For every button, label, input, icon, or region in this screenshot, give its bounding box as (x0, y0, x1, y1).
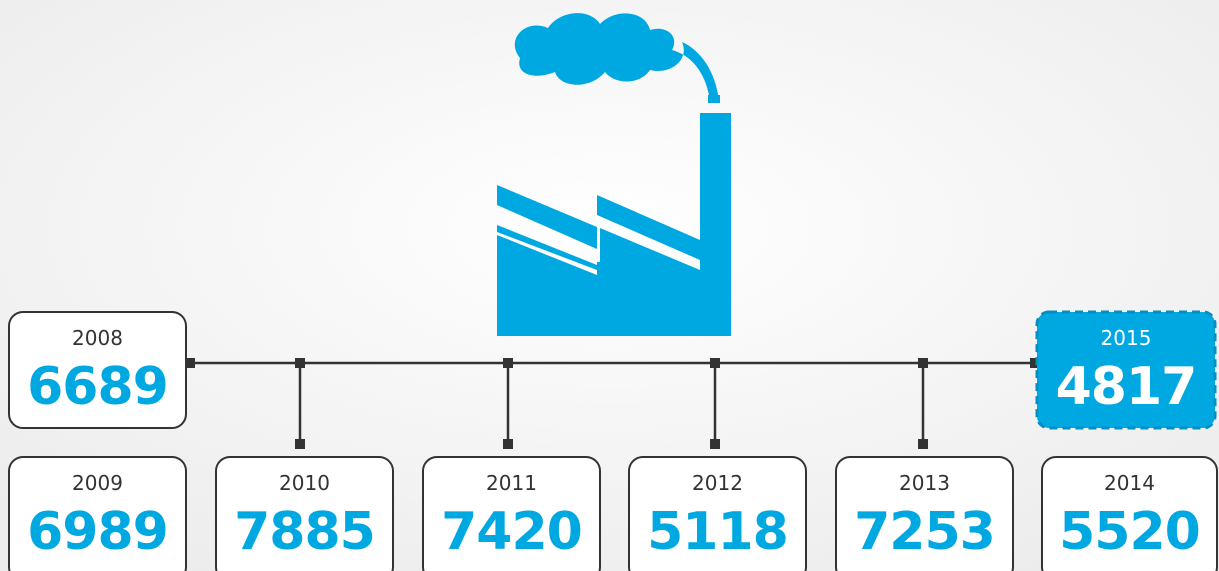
value-label: 4817 (1056, 357, 1197, 417)
factory-icon (497, 13, 731, 336)
year-card: 2013 7253 (835, 456, 1014, 571)
year-card: 2014 5520 (1041, 456, 1218, 571)
value-label: 7420 (441, 502, 582, 562)
value-label: 5520 (1059, 502, 1200, 562)
card-box (628, 456, 807, 571)
card-box (8, 311, 187, 429)
card-box (835, 456, 1014, 571)
value-label: 5118 (647, 502, 788, 562)
year-card: 2009 6989 (8, 456, 187, 571)
year-label: 2011 (486, 471, 537, 495)
card-box (215, 456, 394, 571)
year-card: 2015 4817 (1035, 310, 1217, 430)
value-label: 7253 (854, 502, 995, 562)
card-box (1035, 310, 1217, 430)
year-label: 2010 (279, 471, 330, 495)
value-label: 6989 (27, 502, 168, 562)
timeline-connectors (185, 358, 1040, 449)
value-label: 7885 (234, 502, 375, 562)
card-box (422, 456, 601, 571)
year-label: 2013 (899, 471, 950, 495)
year-card: 2008 6689 (8, 311, 187, 429)
year-label: 2009 (72, 471, 123, 495)
year-card: 2012 5118 (628, 456, 807, 571)
year-label: 2014 (1104, 471, 1155, 495)
value-label: 6689 (27, 357, 168, 417)
year-card: 2011 7420 (422, 456, 601, 571)
year-label: 2012 (692, 471, 743, 495)
year-label: 2015 (1101, 326, 1152, 350)
card-box (1041, 456, 1218, 571)
card-box (8, 456, 187, 571)
year-label: 2008 (72, 326, 123, 350)
year-card: 2010 7885 (215, 456, 394, 571)
